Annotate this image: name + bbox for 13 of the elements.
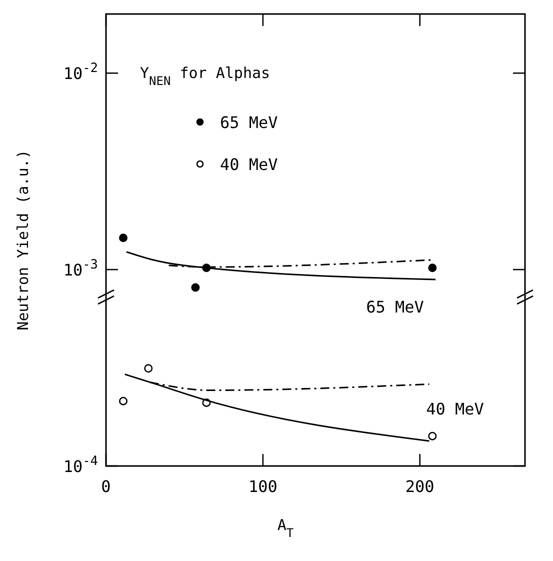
x-axis-title: A$_{T}$ [277, 516, 294, 540]
annotation: 40 MeV [426, 399, 484, 418]
y-tick-label: 10$^{-2}$ [63, 60, 98, 84]
x-tick-label: 100 [248, 477, 278, 496]
y-tick-label: 10$^{-4}$ [63, 454, 98, 476]
annotation: 65 MeV [366, 297, 424, 316]
y-axis-title: Neutron Yield (a.u.) [14, 150, 32, 330]
x-tick-label: 0 [101, 477, 111, 496]
legend-label: 40 MeV [220, 155, 278, 174]
legend-title: Y$_{NEN}$ for Alphas [140, 64, 270, 88]
legend-label: 65 MeV [220, 113, 278, 132]
x-tick-label: 200 [405, 477, 434, 496]
y-tick-label: 10$^{-3}$ [63, 257, 98, 280]
